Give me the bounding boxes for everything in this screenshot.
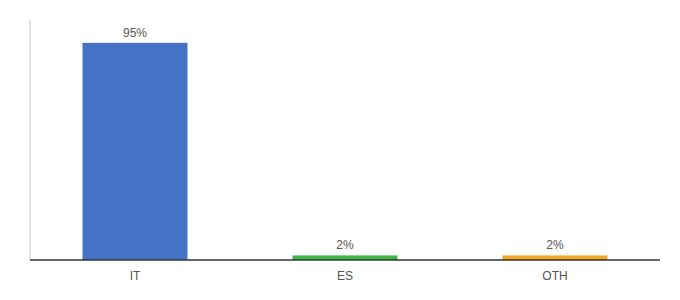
- x-axis-line: [30, 259, 660, 261]
- x-tick-label: ES: [337, 269, 353, 283]
- data-label: 95%: [123, 26, 147, 40]
- data-label: 2%: [336, 238, 354, 252]
- y-axis-line: [30, 20, 31, 260]
- chart: IT ES OTH 95% 2% 2%: [0, 0, 680, 300]
- chart-container: IT ES OTH 95% 2% 2%: [0, 0, 680, 300]
- x-tick-label: IT: [130, 269, 141, 283]
- x-tick-label: OTH: [542, 269, 567, 283]
- data-label: 2%: [546, 238, 564, 252]
- bars: [83, 43, 608, 260]
- bar: [83, 43, 188, 260]
